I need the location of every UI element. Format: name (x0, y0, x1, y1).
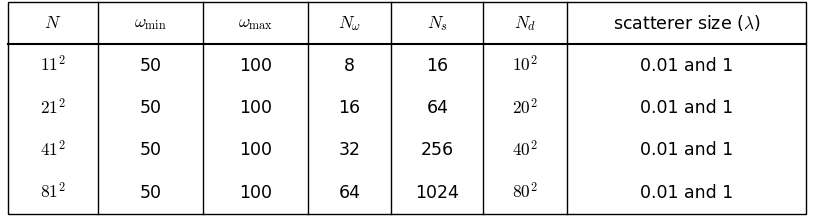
Text: 0.01 and 1: 0.01 and 1 (640, 141, 733, 159)
Text: $81^2$: $81^2$ (40, 183, 66, 203)
Text: $N_d$: $N_d$ (514, 14, 536, 33)
Text: 32: 32 (339, 141, 361, 159)
Text: 100: 100 (239, 99, 272, 117)
Text: 256: 256 (421, 141, 454, 159)
Text: 50: 50 (139, 99, 161, 117)
Text: 100: 100 (239, 57, 272, 75)
Text: $\omega_{\rm max}$: $\omega_{\rm max}$ (238, 14, 273, 32)
Text: 64: 64 (427, 99, 449, 117)
Text: 0.01 and 1: 0.01 and 1 (640, 57, 733, 75)
Text: 0.01 and 1: 0.01 and 1 (640, 184, 733, 202)
Text: $N_{\omega}$: $N_{\omega}$ (338, 14, 361, 33)
Text: $41^2$: $41^2$ (40, 140, 66, 160)
Text: 100: 100 (239, 184, 272, 202)
Text: $21^2$: $21^2$ (40, 98, 66, 118)
Text: scatterer size ($\lambda$): scatterer size ($\lambda$) (613, 13, 760, 33)
Text: 50: 50 (139, 184, 161, 202)
Text: 64: 64 (339, 184, 361, 202)
Text: $20^2$: $20^2$ (512, 98, 538, 118)
Text: 16: 16 (427, 57, 449, 75)
Text: 16: 16 (339, 99, 361, 117)
Text: 50: 50 (139, 141, 161, 159)
Text: $40^2$: $40^2$ (512, 140, 538, 160)
Text: 0.01 and 1: 0.01 and 1 (640, 99, 733, 117)
Text: $N$: $N$ (44, 14, 62, 32)
Text: $10^2$: $10^2$ (512, 56, 538, 76)
Text: $80^2$: $80^2$ (512, 183, 538, 203)
Text: $\omega_{\rm min}$: $\omega_{\rm min}$ (133, 14, 167, 32)
Text: 50: 50 (139, 57, 161, 75)
Text: 8: 8 (344, 57, 355, 75)
Text: $11^2$: $11^2$ (40, 56, 66, 76)
Text: 1024: 1024 (415, 184, 459, 202)
Text: $N_s$: $N_s$ (427, 14, 448, 33)
Text: 100: 100 (239, 141, 272, 159)
